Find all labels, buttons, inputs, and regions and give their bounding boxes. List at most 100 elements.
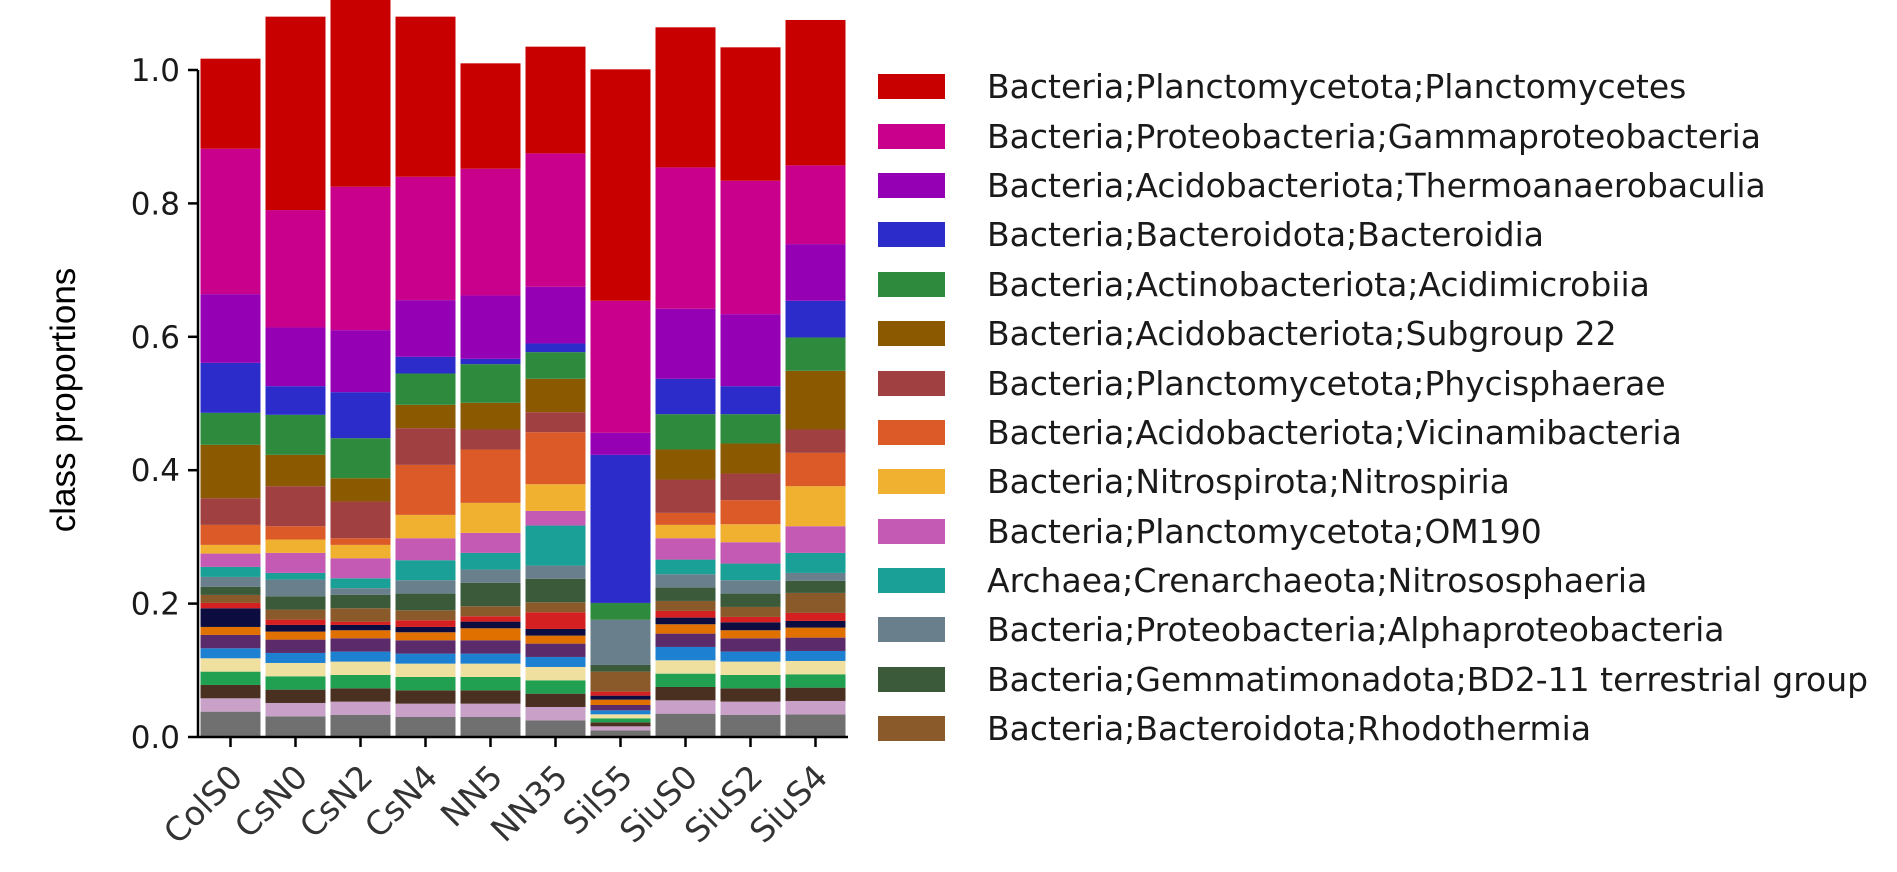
bar-segment bbox=[590, 718, 651, 723]
bar-segment bbox=[330, 621, 391, 625]
bar-segment bbox=[200, 524, 261, 545]
bar-segment bbox=[785, 592, 846, 613]
bar-segment bbox=[720, 661, 781, 675]
legend-swatch bbox=[878, 469, 945, 495]
bar-segment bbox=[330, 608, 391, 622]
bar-segment bbox=[720, 443, 781, 474]
legend-label: Bacteria;Proteobacteria;Gammaproteobacte… bbox=[987, 116, 1761, 156]
bar-segment bbox=[525, 578, 586, 603]
bar-segment bbox=[330, 638, 391, 652]
bar-segment bbox=[655, 610, 716, 618]
bar-segment bbox=[655, 524, 716, 539]
legend-label: Bacteria;Gemmatimonadota;BD2-11 terrestr… bbox=[987, 659, 1869, 699]
bar-segment bbox=[265, 716, 326, 737]
bar-segment bbox=[265, 652, 326, 663]
bar-segment bbox=[655, 600, 716, 611]
legend-label: Bacteria;Acidobacteriota;Subgroup 22 bbox=[987, 314, 1617, 354]
bar-segment bbox=[720, 714, 781, 737]
bar-segment bbox=[460, 402, 521, 430]
bar-segment bbox=[200, 634, 261, 649]
bar-segment bbox=[720, 638, 781, 652]
bar-segment bbox=[395, 580, 456, 594]
bar-segment bbox=[720, 47, 781, 181]
bar-segment bbox=[720, 593, 781, 607]
legend-label: Bacteria;Nitrospirota;Nitrospiria bbox=[987, 462, 1510, 502]
y-tick-label: 0.0 bbox=[131, 720, 180, 756]
bar-segment bbox=[395, 538, 456, 561]
bar-segment bbox=[525, 565, 586, 579]
bar-segment bbox=[200, 671, 261, 685]
bar-segment bbox=[525, 602, 586, 613]
bar-segment bbox=[720, 701, 781, 715]
legend-item: Bacteria;Proteobacteria;Gammaproteobacte… bbox=[878, 111, 1888, 160]
x-tick-label: ColS0 bbox=[156, 757, 250, 851]
bar-segment bbox=[525, 643, 586, 657]
bar-segment bbox=[395, 676, 456, 691]
bar-segment bbox=[265, 386, 326, 415]
legend-swatch bbox=[878, 370, 945, 396]
bar-segment bbox=[590, 726, 651, 731]
legend-item: Bacteria;Nitrospirota;Nitrospiria bbox=[878, 457, 1888, 506]
bar-segment bbox=[395, 626, 456, 633]
legend-item: Bacteria;Acidobacteriota;Thermoanaerobac… bbox=[878, 161, 1888, 210]
legend-item: Bacteria;Gemmatimonadota;BD2-11 terrestr… bbox=[878, 655, 1888, 704]
bar-segment bbox=[655, 660, 716, 674]
bar-segment bbox=[590, 602, 651, 620]
bar-segment bbox=[460, 63, 521, 169]
bar-segment bbox=[525, 286, 586, 344]
bar-segment bbox=[330, 588, 391, 595]
bar-segment bbox=[200, 594, 261, 603]
legend-swatch bbox=[878, 74, 945, 100]
bar-segment bbox=[785, 300, 846, 338]
bar-segment bbox=[265, 572, 326, 580]
bar-segment bbox=[330, 714, 391, 737]
legend-label: Bacteria;Bacteroidota;Bacteroidia bbox=[987, 215, 1544, 255]
legend-item: Bacteria;Planctomycetota;Phycisphaerae bbox=[878, 358, 1888, 407]
bar-segment bbox=[200, 444, 261, 499]
bar-segment bbox=[330, 578, 391, 589]
bar-segment bbox=[785, 612, 846, 621]
y-tick-label: 0.6 bbox=[131, 320, 180, 356]
legend-swatch bbox=[878, 716, 945, 742]
legend-item: Bacteria;Actinobacteriota;Acidimicrobiia bbox=[878, 260, 1888, 309]
bar-segment bbox=[525, 412, 586, 433]
bar-segment bbox=[720, 386, 781, 415]
bar-segment bbox=[655, 587, 716, 601]
bar-segment bbox=[200, 58, 261, 149]
bar-segment bbox=[720, 563, 781, 581]
bar-segment bbox=[460, 690, 521, 704]
bar-segment bbox=[200, 576, 261, 587]
bar-segment bbox=[265, 526, 326, 540]
bar-segment bbox=[330, 392, 391, 439]
bar-segment bbox=[395, 560, 456, 581]
bar-segment bbox=[330, 438, 391, 479]
bar-segment bbox=[720, 606, 781, 617]
bar-segment bbox=[265, 619, 326, 625]
x-tick-label: CsN4 bbox=[357, 757, 445, 845]
bar-segment bbox=[460, 606, 521, 617]
legend-label: Bacteria;Actinobacteriota;Acidimicrobiia bbox=[987, 264, 1650, 304]
bar-segment bbox=[395, 404, 456, 429]
x-tick-label: NN35 bbox=[483, 757, 575, 849]
bar-segment bbox=[655, 479, 716, 513]
bar-segment bbox=[525, 378, 586, 413]
bar-segment bbox=[200, 602, 261, 609]
bar-segment bbox=[785, 637, 846, 651]
bar-segment bbox=[395, 464, 456, 515]
bar-segment bbox=[395, 703, 456, 717]
bar-segment bbox=[655, 713, 716, 737]
bar-segment bbox=[785, 429, 846, 453]
bar-segment bbox=[720, 542, 781, 564]
bar-segment bbox=[720, 180, 781, 315]
bar-segment bbox=[460, 429, 521, 450]
bar-segment bbox=[785, 526, 846, 553]
bar-segment bbox=[655, 414, 716, 450]
bar-segment bbox=[525, 484, 586, 511]
legend-swatch bbox=[878, 271, 945, 297]
bar-segment bbox=[460, 653, 521, 664]
y-tick-label: 0.4 bbox=[131, 453, 180, 489]
bar-segment bbox=[525, 628, 586, 636]
bar-segment bbox=[200, 362, 261, 413]
bar-segment bbox=[395, 593, 456, 611]
bar-segment bbox=[785, 572, 846, 581]
